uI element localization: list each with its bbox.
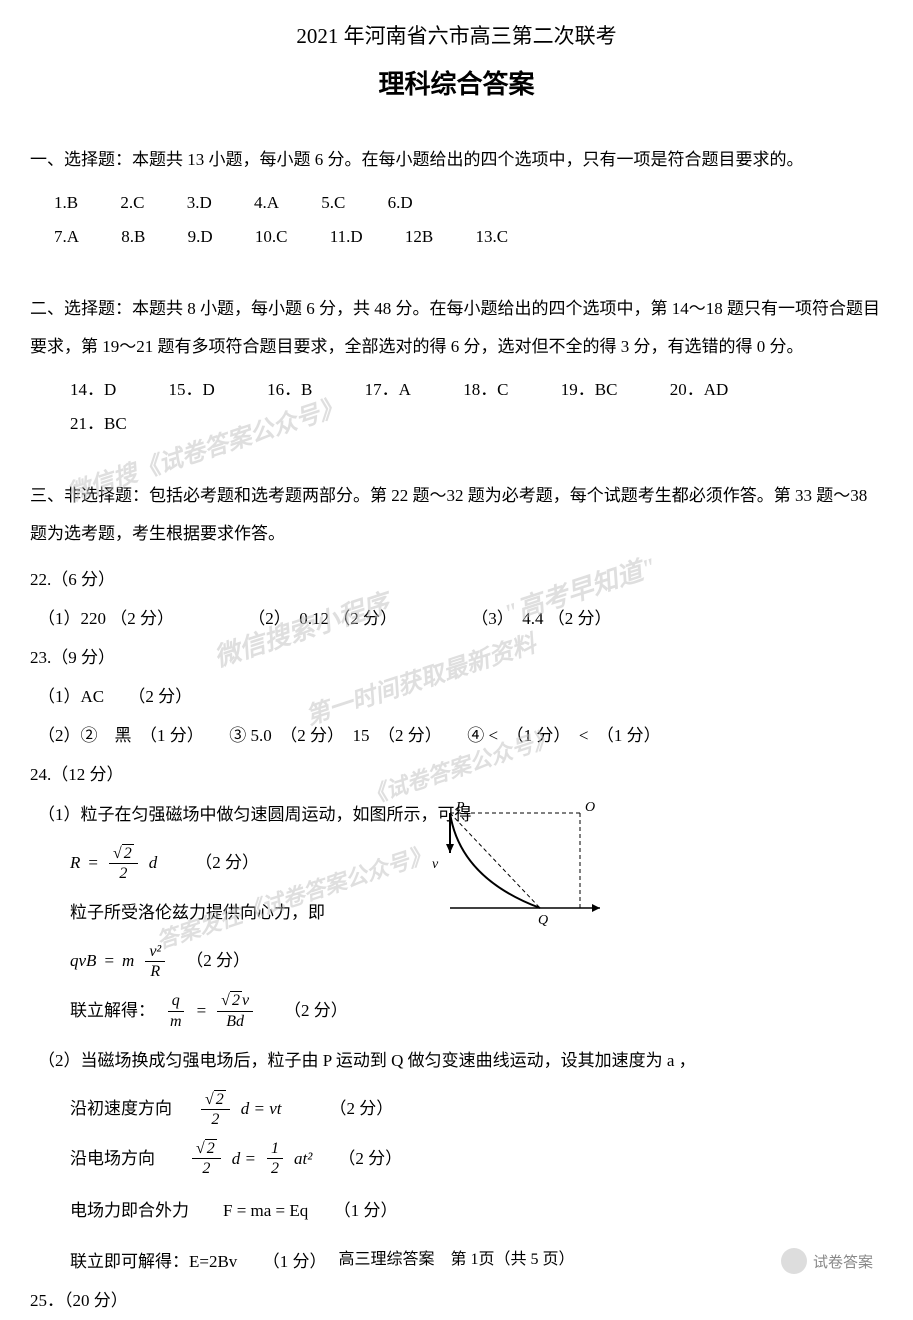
- answer-item: 5.C: [321, 186, 345, 220]
- line-frac2: 1 2: [267, 1139, 283, 1178]
- q24-p2-text: （2）当磁场换成匀强电场后，粒子由 P 运动到 Q 做匀变速曲线运动，设其加速度…: [30, 1041, 883, 1080]
- formula-pts: （2 分）: [195, 848, 259, 879]
- answer-item: 1.B: [54, 186, 78, 220]
- q22-p1b-pts: （2 分）: [333, 609, 397, 628]
- answer-item: 2.C: [120, 186, 144, 220]
- answer-item: 21．BC: [70, 407, 127, 441]
- line-frac: 2 2: [201, 1090, 230, 1129]
- physics-diagram: P O Q v: [430, 798, 610, 938]
- logo-text: 试卷答案: [813, 1251, 873, 1272]
- logo-icon: [781, 1248, 807, 1274]
- page-footer: 高三理综答案 第 1页（共 5 页）: [0, 1245, 913, 1269]
- answer-item: 15．D: [169, 373, 215, 407]
- q22-part1: （1）220 （2 分） （2） 0.12 （2 分） （3） 4.4 （2 分…: [30, 599, 883, 638]
- formula-pre: 联立解得：: [70, 996, 155, 1027]
- line-pre: 沿初速度方向: [70, 1094, 172, 1125]
- answer-item: 17．A: [365, 373, 411, 407]
- q23-part2: （2）② 黑 （1 分） ③ 5.0 （2 分） 15 （2 分） ④ < （1…: [30, 716, 883, 755]
- line-pts: （2 分）: [330, 1094, 394, 1125]
- section1-answers-row1: 1.B 2.C 3.D 4.A 5.C 6.D: [30, 186, 883, 220]
- answer-item: 20．AD: [670, 373, 729, 407]
- answer-item: 12B: [405, 220, 433, 254]
- section2-header: 二、选择题：本题共 8 小题，每小题 6 分，共 48 分。在每小题给出的四个选…: [30, 290, 883, 365]
- formula-eq: =: [104, 946, 114, 977]
- line-pts: （2 分）: [338, 1144, 402, 1175]
- q22-p1a: （1）220: [38, 609, 106, 628]
- line-pre: 沿电场方向: [70, 1144, 155, 1175]
- q23-part1: （1）AC （2 分）: [30, 677, 883, 716]
- q23-label: 23.（9 分）: [30, 638, 883, 677]
- answer-item: 7.A: [54, 220, 79, 254]
- formula-frac: v² R: [145, 942, 165, 981]
- q24-label: 24.（12 分）: [30, 755, 883, 794]
- svg-text:P: P: [455, 800, 465, 815]
- q22-label: 22.（6 分）: [30, 560, 883, 599]
- q24-line3: 电场力即合外力 F = ma = Eq （1 分）: [30, 1191, 883, 1230]
- section1-answers-row2: 7.A 8.B 9.D 10.C 11.D 12B 13.C: [30, 220, 883, 254]
- q24-formula3: 联立解得： q m = 2v Bd （2 分）: [30, 991, 883, 1030]
- formula-m: m: [122, 946, 134, 977]
- q22-p1c-pts: （2 分）: [548, 609, 612, 628]
- svg-text:O: O: [585, 800, 595, 815]
- formula-lhs-frac: q m: [166, 991, 186, 1030]
- answer-item: 9.D: [188, 220, 213, 254]
- q22-p1b: （2） 0.12: [248, 609, 329, 628]
- bottom-logo: 试卷答案: [781, 1248, 873, 1274]
- svg-text:Q: Q: [538, 913, 548, 928]
- q24-line2: 沿电场方向 2 2 d = 1 2 at² （2 分）: [30, 1139, 883, 1178]
- section1-header: 一、选择题：本题共 13 小题，每小题 6 分。在每小题给出的四个选项中，只有一…: [30, 141, 883, 178]
- q23-p1-pts: （2 分）: [128, 687, 192, 706]
- q24-line1: 沿初速度方向 2 2 d = vt （2 分）: [30, 1090, 883, 1129]
- formula-pts: （2 分）: [284, 996, 348, 1027]
- answer-item: 13.C: [476, 220, 509, 254]
- line-rhs-b: at²: [294, 1144, 312, 1175]
- formula-pts: （2 分）: [186, 946, 250, 977]
- formula-lhs: qvB: [70, 946, 96, 977]
- answer-item: 14．D: [70, 373, 116, 407]
- answer-item: 3.D: [187, 186, 212, 220]
- formula-frac: 2 2: [109, 844, 138, 883]
- exam-subtitle: 理科综合答案: [30, 64, 883, 101]
- line-rhs: d = vt: [241, 1094, 282, 1125]
- formula-rhs: d: [149, 848, 158, 879]
- line-rhs-a: d =: [232, 1144, 256, 1175]
- answer-item: 11.D: [330, 220, 363, 254]
- answer-item: 6.D: [388, 186, 413, 220]
- q24-formula2: qvB = m v² R （2 分）: [30, 942, 883, 981]
- answer-item: 18．C: [463, 373, 508, 407]
- answer-item: 4.A: [254, 186, 279, 220]
- answer-item: 19．BC: [561, 373, 618, 407]
- q22-p1c: （3） 4.4: [471, 609, 543, 628]
- answer-item: 16．B: [267, 373, 312, 407]
- section3-header: 三、非选择题：包括必考题和选考题两部分。第 22 题～32 题为必考题，每个试题…: [30, 477, 883, 552]
- q25-label: 25．（20 分）: [30, 1281, 883, 1320]
- line-frac: 2 2: [192, 1139, 221, 1178]
- svg-text:v: v: [432, 857, 439, 872]
- answer-item: 10.C: [255, 220, 288, 254]
- formula-eq: =: [197, 996, 207, 1027]
- formula-lhs: R: [70, 848, 80, 879]
- exam-title: 2021 年河南省六市高三第二次联考: [30, 20, 883, 50]
- q22-p1a-pts: （2 分）: [110, 609, 174, 628]
- formula-rhs-frac: 2v Bd: [217, 991, 253, 1030]
- section2-answers: 14．D 15．D 16．B 17．A 18．C 19．BC 20．AD 21．…: [30, 373, 883, 441]
- formula-eq: =: [88, 848, 98, 879]
- q23-p1: （1）AC: [38, 687, 104, 706]
- answer-item: 8.B: [121, 220, 145, 254]
